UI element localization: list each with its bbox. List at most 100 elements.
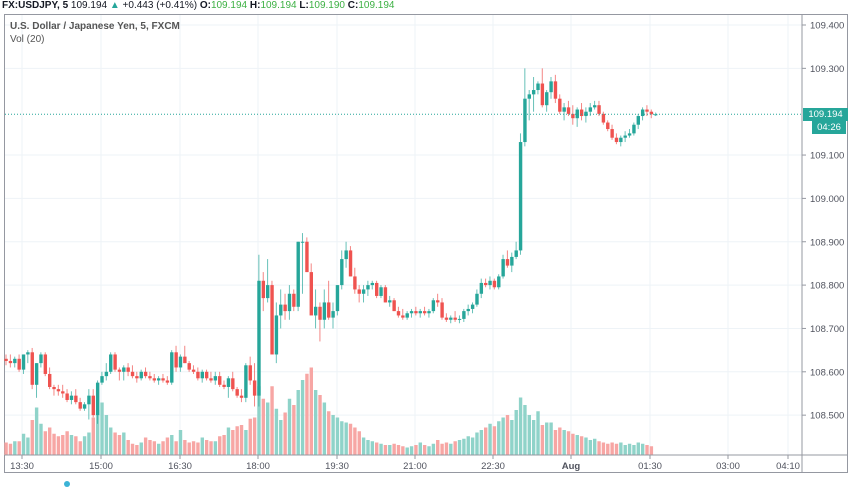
volume-bar xyxy=(56,436,61,455)
chart-frame xyxy=(4,14,848,473)
volume-bar xyxy=(484,427,488,455)
volume-bar xyxy=(209,441,213,455)
candle xyxy=(361,289,366,294)
series-title[interactable]: U.S. Dollar / Japanese Yen, 5, FXCM xyxy=(10,21,180,32)
volume-bar xyxy=(183,440,187,455)
volume-bar xyxy=(235,426,239,455)
volume-bar xyxy=(261,398,266,455)
volume-bar xyxy=(113,432,117,455)
candle xyxy=(540,83,545,106)
volume-bar xyxy=(61,435,65,455)
candle xyxy=(309,272,313,316)
volume-bar xyxy=(48,427,52,455)
open-value: 109.194 xyxy=(210,0,248,11)
candle xyxy=(135,376,139,379)
volume-bar xyxy=(588,440,593,455)
volume-bar xyxy=(540,425,545,455)
candle xyxy=(61,391,65,394)
y-axis-label: 109.300 xyxy=(810,64,844,75)
scroll-indicator-dot[interactable] xyxy=(64,481,70,487)
close-value: 109.194 xyxy=(358,0,395,11)
candle xyxy=(523,98,527,143)
x-axis-label: 18:00 xyxy=(246,461,270,472)
volume-bar xyxy=(161,441,165,455)
volume-bar xyxy=(623,445,627,455)
price-change: +0.443 (+0.41%) xyxy=(122,0,198,11)
candle xyxy=(610,129,614,138)
candle xyxy=(553,81,558,99)
candle xyxy=(558,98,562,112)
symbol-name[interactable]: FX:USDJPY, 5 xyxy=(2,0,69,11)
high-label: H: xyxy=(249,0,261,11)
volume-bar xyxy=(427,446,431,455)
candle xyxy=(645,109,649,112)
volume-bar xyxy=(309,367,313,455)
up-arrow-icon: ▲ xyxy=(109,0,120,11)
volume-bar xyxy=(422,445,427,455)
volume-bar xyxy=(566,431,571,455)
candle xyxy=(117,369,122,372)
candle xyxy=(257,280,261,396)
volume-bar xyxy=(13,441,17,455)
candle xyxy=(292,293,296,307)
volume-bar xyxy=(632,445,636,455)
candle xyxy=(48,373,52,387)
volume-bar xyxy=(601,442,606,455)
candle xyxy=(366,285,370,290)
candle xyxy=(436,300,440,303)
y-axis-label: 108.800 xyxy=(810,281,844,292)
candle xyxy=(444,317,449,320)
candle xyxy=(226,378,231,387)
volume-bar xyxy=(130,443,135,455)
candle xyxy=(470,304,475,309)
volume-indicator-label[interactable]: Vol (20) xyxy=(10,34,45,45)
candle xyxy=(39,354,43,364)
volume-bar xyxy=(69,435,74,455)
volume-bar xyxy=(584,437,588,455)
volume-bar xyxy=(274,408,279,455)
candle xyxy=(170,352,174,383)
candle xyxy=(161,378,165,381)
candle xyxy=(34,363,39,385)
volume-bar xyxy=(388,445,392,455)
candle xyxy=(597,105,601,114)
candle xyxy=(126,367,130,372)
volume-bar xyxy=(43,431,48,455)
volume-bar xyxy=(252,417,257,455)
volume-bar xyxy=(575,435,579,455)
candle xyxy=(87,395,91,405)
volume-bar xyxy=(135,445,139,455)
candle xyxy=(649,111,654,115)
volume-bar xyxy=(361,437,366,455)
volume-bar xyxy=(270,386,274,455)
candle xyxy=(113,354,117,370)
candle xyxy=(52,386,56,390)
volume-bar xyxy=(248,418,252,455)
close-label: C: xyxy=(347,0,359,11)
volume-bar xyxy=(4,442,8,455)
candle xyxy=(409,311,414,314)
candle xyxy=(327,302,331,318)
volume-bar xyxy=(636,442,640,455)
volume-bar xyxy=(239,425,244,455)
candle xyxy=(279,304,283,316)
volume-bar xyxy=(640,443,645,455)
volume-bar xyxy=(52,433,56,455)
volume-bar xyxy=(488,423,492,455)
candle xyxy=(165,380,170,383)
x-axis-label: 01:30 xyxy=(638,461,662,472)
volume-bar xyxy=(196,442,200,455)
candle xyxy=(331,311,335,318)
volume-bar xyxy=(392,443,396,455)
low-label: L: xyxy=(299,0,309,11)
candle xyxy=(344,250,348,260)
candle xyxy=(348,250,353,277)
volume-bar xyxy=(357,431,361,455)
volume-bar xyxy=(117,435,122,455)
last-price: 109.194 xyxy=(70,0,108,11)
volume-bar xyxy=(501,417,505,455)
candle xyxy=(209,378,213,381)
candle xyxy=(475,293,479,305)
volume-bar xyxy=(226,427,231,455)
